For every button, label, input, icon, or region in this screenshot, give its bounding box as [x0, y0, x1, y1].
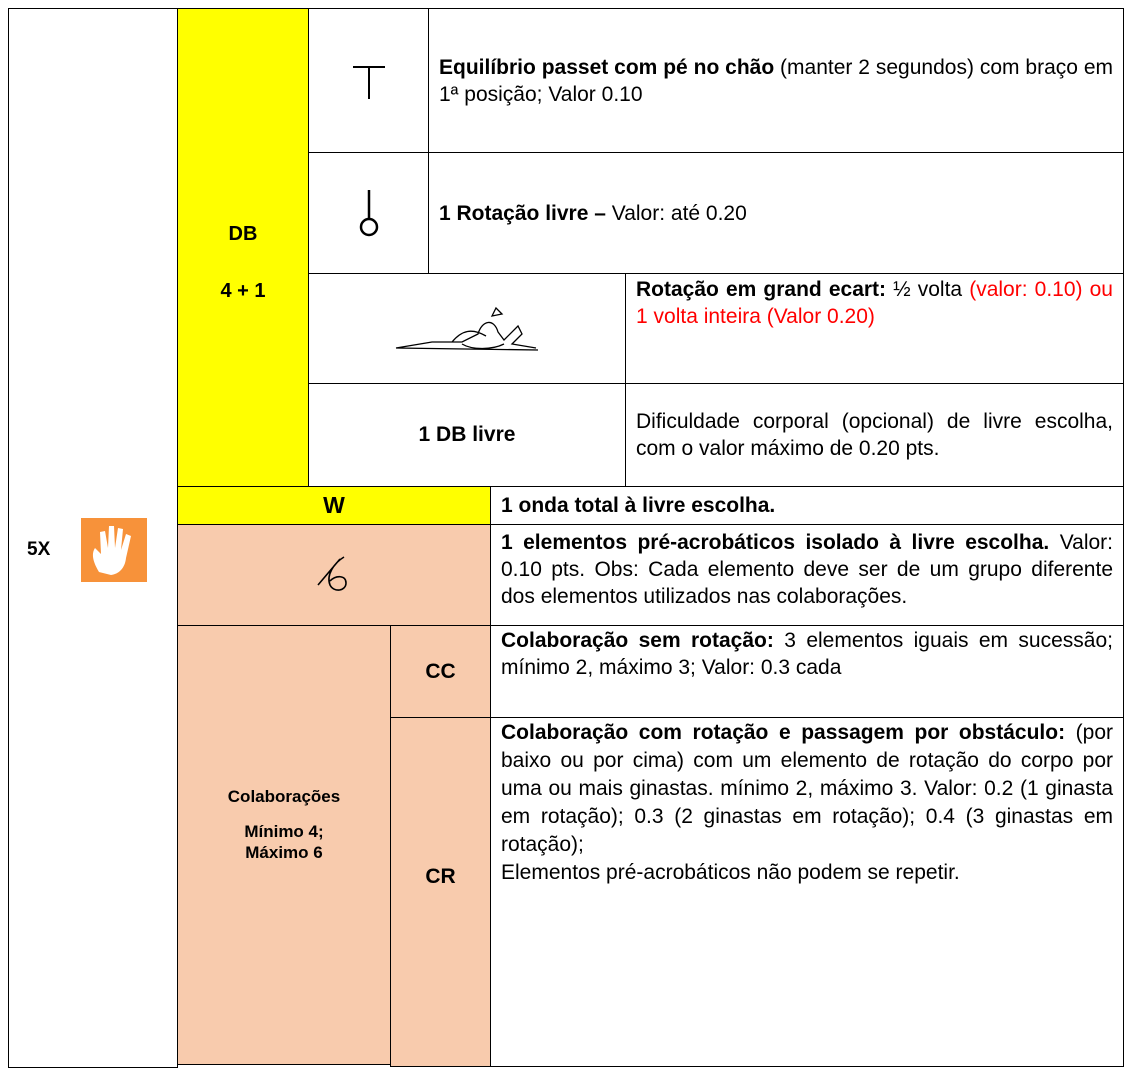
text-cell: 1 elementos pré-acrobáticos isolado à li… — [490, 524, 1124, 626]
element-text: 1 Rotação livre – Valor: até 0.20 — [429, 196, 1123, 231]
text-cell: Dificuldade corporal (opcional) de livre… — [625, 383, 1124, 487]
label-cell: 1 DB livre — [308, 383, 626, 487]
text-segment: (valor: 0.10) ou 1 volta inteira (Valor … — [636, 278, 1113, 328]
paragraph: Colaboração com rotação e passagem por o… — [501, 719, 1113, 859]
pre-acro-symbol — [317, 556, 347, 591]
text-segment: Equilíbrio passet com pé no chão — [439, 55, 775, 79]
collab-row-text: Colaboração sem rotação: 3 elementos igu… — [491, 626, 1123, 685]
element-label: 1 DB livre — [418, 423, 516, 446]
db-count: 4 + 1 — [220, 279, 266, 302]
text-segment: Valor: 0.10 pts. Obs: Cada elemento deve… — [501, 531, 1114, 608]
element-text: Dificuldade corporal (opcional) de livre… — [626, 404, 1123, 466]
text-segment: ½ volta — [886, 278, 970, 301]
text-segment: Valor: até 0.20 — [605, 201, 747, 225]
collab-row-text: Colaboração com rotação e passagem por o… — [491, 718, 1123, 891]
symbol-cell — [177, 524, 491, 626]
hand-icon — [81, 518, 147, 582]
symbol-cell — [308, 273, 626, 384]
text-segment: Colaboração com rotação e passagem por o… — [501, 721, 1066, 744]
text-segment: (manter 2 segundos) com braço em 1ª posi… — [439, 55, 1113, 106]
text-segment: Rotação em grand ecart: — [636, 278, 887, 301]
cc-cell: CC — [390, 625, 491, 718]
wave-label-cell: W — [177, 486, 491, 525]
text-segment: 1 Rotação livre – — [439, 201, 606, 225]
balance-symbol — [352, 65, 385, 99]
paragraph: Dificuldade corporal (opcional) de livre… — [636, 408, 1113, 462]
wave-text: 1 onda total à livre escolha. — [501, 494, 776, 517]
page: 5X DB 4 + 1 Equilíbrio passet com pé no … — [8, 8, 1124, 1068]
cr-cell: CR — [390, 717, 491, 1067]
text-cell: Equilíbrio passet com pé no chão (manter… — [428, 8, 1124, 153]
wave-label: W — [323, 492, 345, 518]
symbol-cell — [308, 8, 429, 153]
collab-limits: Mínimo 4; Máximo 6 — [244, 822, 324, 862]
pre-acro-text: 1 elementos pré-acrobáticos isolado à li… — [491, 525, 1123, 614]
element-text: Equilíbrio passet com pé no chão (manter… — [429, 50, 1123, 112]
paragraph: Equilíbrio passet com pé no chão (manter… — [439, 54, 1113, 108]
text-segment: Elementos pré-acrobáticos não podem se r… — [501, 861, 960, 884]
db-label: DB — [228, 222, 258, 245]
text-cell: 1 Rotação livre – Valor: até 0.20 — [428, 152, 1124, 274]
element-text: Rotação em grand ecart: ½ volta (valor: … — [626, 274, 1123, 334]
paragraph: Elementos pré-acrobáticos não podem se r… — [501, 859, 1113, 887]
collab-row-label: CC — [425, 659, 456, 683]
text-segment: (por baixo ou por cima) com um elemento … — [501, 721, 1113, 856]
grand-ecart-symbol — [395, 306, 539, 351]
text-segment: Colaboração sem rotação: — [501, 629, 774, 652]
paragraph: 1 elementos pré-acrobáticos isolado à li… — [501, 529, 1113, 610]
multiplier: 5X — [27, 539, 51, 560]
rotation-symbol — [359, 190, 378, 237]
text-segment: 1 elementos pré-acrobáticos isolado à li… — [501, 531, 1050, 554]
text-cell: Colaboração sem rotação: 3 elementos igu… — [490, 625, 1124, 718]
collab-cell: Colaborações Mínimo 4; Máximo 6 — [177, 625, 391, 1065]
text-segment: 3 elementos iguais em sucessão; mínimo 2… — [501, 629, 1113, 679]
symbol-cell — [308, 152, 429, 274]
collab-row-label: CR — [425, 865, 456, 888]
text-cell: 1 onda total à livre escolha. — [490, 486, 1124, 525]
db-cell: DB 4 + 1 — [177, 8, 309, 487]
paragraph: Rotação em grand ecart: ½ volta (valor: … — [636, 276, 1113, 330]
text-cell: Colaboração com rotação e passagem por o… — [490, 717, 1124, 1067]
collab-label: Colaborações — [227, 787, 341, 806]
text-cell: Rotação em grand ecart: ½ volta (valor: … — [625, 273, 1124, 384]
text-segment: Dificuldade corporal (opcional) de livre… — [636, 410, 1113, 460]
paragraph: Colaboração sem rotação: 3 elementos igu… — [501, 627, 1113, 681]
side-cell: 5X — [8, 8, 178, 1068]
paragraph: 1 Rotação livre – Valor: até 0.20 — [439, 200, 1113, 227]
